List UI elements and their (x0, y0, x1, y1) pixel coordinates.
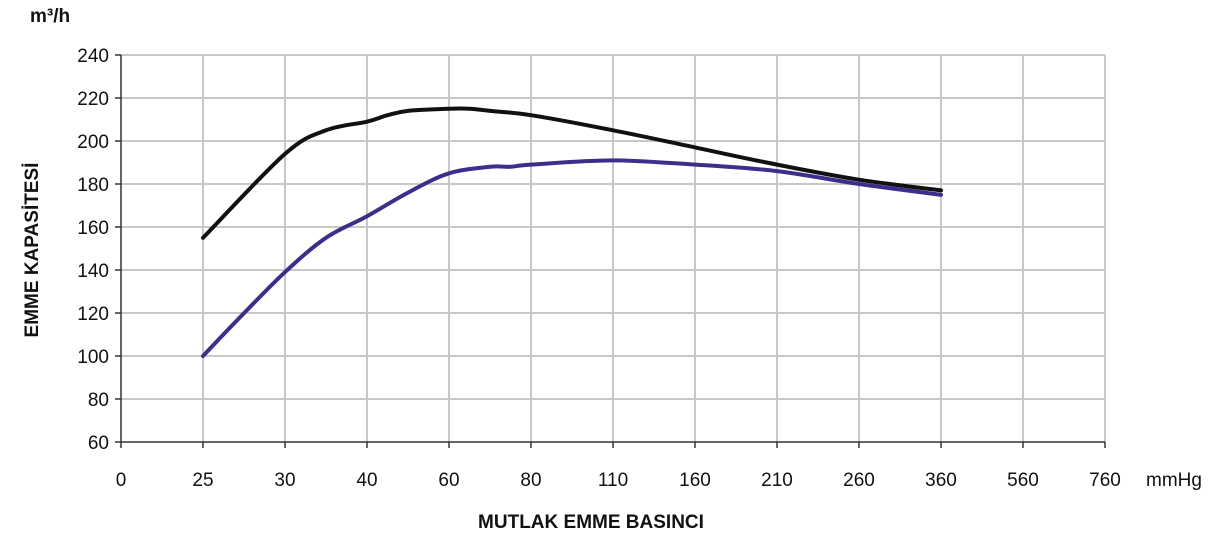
y-unit-label: m³/h (30, 6, 70, 27)
x-tick-labels: 0 25 30 40 60 80 110 160 210 260 360 560 760 (116, 470, 1121, 491)
x-tick-label: 360 (925, 470, 957, 491)
x-tick-label: 0 (116, 470, 127, 491)
y-tick-label: 60 (88, 433, 109, 454)
x-tick-label: 560 (1007, 470, 1039, 491)
x-unit-label: mmHg (1146, 470, 1202, 491)
y-tick-label: 180 (77, 175, 109, 196)
x-tick-label: 160 (679, 470, 711, 491)
x-tick-label: 30 (274, 470, 295, 491)
x-tick-label: 760 (1089, 470, 1121, 491)
y-tick-label: 100 (77, 347, 109, 368)
y-tick-label: 80 (88, 390, 109, 411)
y-tick-label: 240 (77, 46, 109, 67)
series-line-2 (201, 158, 943, 358)
grid (121, 54, 1106, 442)
series-line-1 (201, 106, 943, 240)
y-axis-title: EMME KAPASİTESİ (22, 163, 43, 338)
y-tick-label: 120 (77, 304, 109, 325)
x-tick-label: 260 (843, 470, 875, 491)
x-tick-label: 40 (356, 470, 377, 491)
x-tick-label: 25 (192, 470, 213, 491)
x-tick-label: 110 (598, 470, 628, 491)
y-tick-label: 200 (77, 132, 109, 153)
y-tick-label: 220 (77, 89, 109, 110)
x-axis-title: MUTLAK EMME BASINCI (478, 512, 704, 533)
axes (115, 54, 1106, 448)
x-tick-label: 80 (520, 470, 541, 491)
y-tick-label: 160 (77, 218, 109, 239)
y-tick-labels: 60 80 100 120 140 160 180 200 220 240 (77, 46, 109, 454)
x-tick-label: 60 (438, 470, 459, 491)
x-tick-label: 210 (761, 470, 793, 491)
series-lines (201, 106, 943, 358)
y-tick-label: 140 (77, 261, 109, 282)
